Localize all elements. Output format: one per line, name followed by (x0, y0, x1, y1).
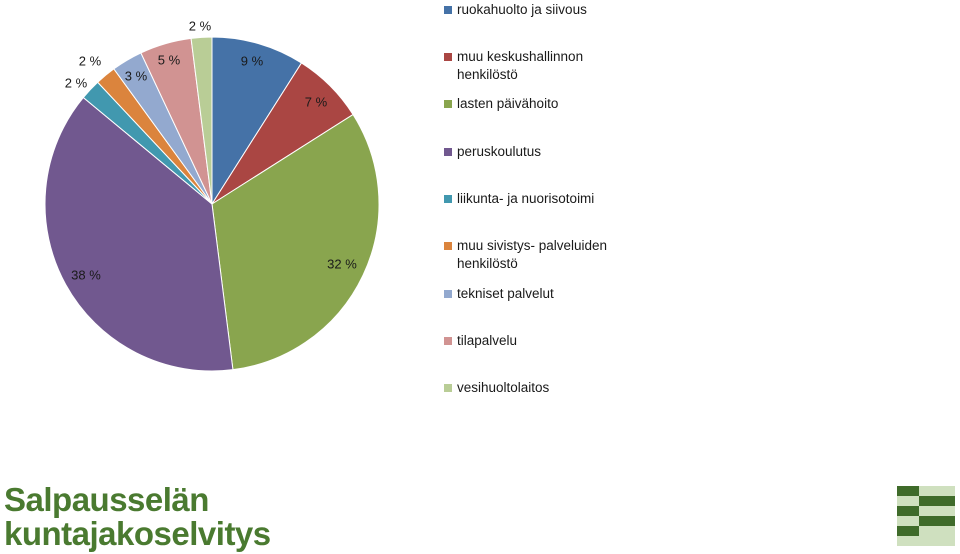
legend-swatch (444, 6, 452, 14)
legend-label: vesihuoltolaitos (457, 380, 550, 395)
brand-line-2: kuntajakoselvitys (4, 515, 271, 552)
pie-data-label: 9 % (241, 53, 264, 68)
legend-item-vesihuolto: vesihuoltolaitos (444, 379, 637, 397)
legend-swatch (444, 290, 452, 298)
logo-icon (897, 486, 955, 546)
pie-slice (211, 113, 380, 371)
legend-item-paivahoito: lasten päivähoito (444, 95, 637, 113)
legend-item-tilapalvelu: tilapalvelu (444, 332, 637, 350)
pie-data-label: 2 % (189, 18, 212, 33)
brand-line-1: Salpausselän (4, 481, 209, 518)
legend-label: muu keskushallinnon henkilöstö (457, 49, 584, 82)
pie-data-label: 32 % (327, 256, 357, 271)
legend-swatch (444, 242, 452, 250)
brand-wordmark: Salpausselän kuntajakoselvitys (4, 483, 271, 551)
legend-item-ruokahuolto: ruokahuolto ja siivous (444, 1, 637, 19)
legend-item-tekniset: tekniset palvelut (444, 285, 637, 303)
legend-label: lasten päivähoito (457, 96, 559, 111)
legend-item-keskushallinto: muu keskushallinnon henkilöstö (444, 48, 637, 84)
legend-swatch (444, 337, 452, 345)
pie-data-label: 7 % (305, 94, 328, 109)
legend-item-liikunta: liikunta- ja nuorisotoimi (444, 190, 637, 208)
pie-slice (44, 96, 234, 372)
legend-label: ruokahuolto ja siivous (457, 2, 587, 17)
legend-swatch (444, 53, 452, 61)
pie-data-labels: 9 % 7 % 32 % 38 % 2 % 2 % 3 % 5 % 2 % (65, 18, 357, 282)
pie-slice (211, 36, 303, 206)
legend-label: tilapalvelu (457, 333, 518, 348)
legend-label: liikunta- ja nuorisotoimi (457, 191, 595, 206)
legend-label: muu sivistys- palveluiden henkilöstö (457, 238, 608, 271)
pie-data-label: 2 % (65, 75, 88, 90)
legend-item-peruskoulutus: peruskoulutus (444, 143, 637, 161)
pie-slices (44, 36, 380, 372)
pie-data-label: 5 % (158, 52, 181, 67)
legend-swatch (444, 100, 452, 108)
legend-swatch (444, 195, 452, 203)
legend-swatch (444, 148, 452, 156)
legend-label: peruskoulutus (457, 144, 542, 159)
legend-label: tekniset palvelut (457, 286, 554, 301)
pie-data-label: 38 % (71, 267, 101, 282)
pie-slice (190, 36, 213, 205)
pie-data-label: 2 % (79, 53, 102, 68)
legend-swatch (444, 384, 452, 392)
legend-item-sivistys: muu sivistys- palveluiden henkilöstö (444, 237, 637, 273)
pie-chart: 9 % 7 % 32 % 38 % 2 % 2 % 3 % 5 % 2 % (44, 18, 380, 372)
pie-data-label: 3 % (125, 68, 148, 83)
